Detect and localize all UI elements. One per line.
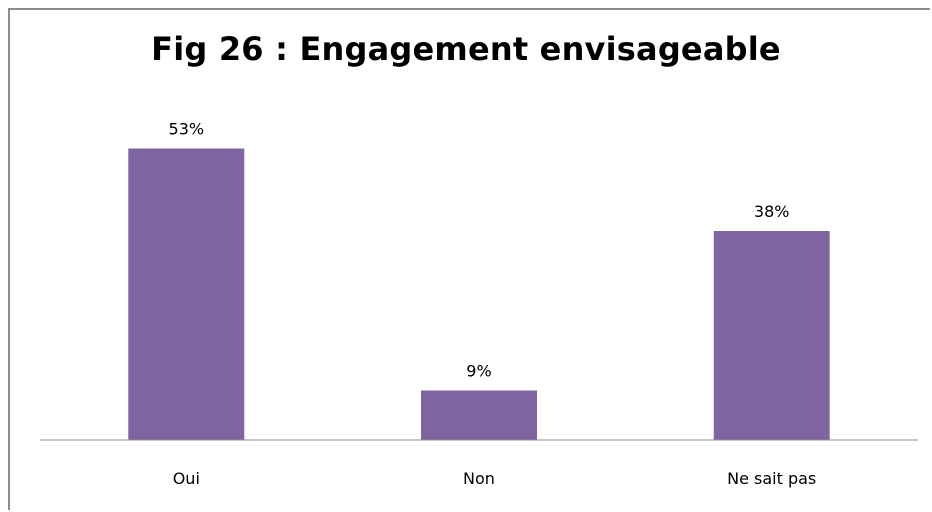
value-label-non: 9% [466,362,491,381]
value-label-ne-sait-pas: 38% [754,202,790,221]
category-labels-layer: Oui Non Ne sait pas [173,469,817,488]
category-label-ne-sait-pas: Ne sait pas [727,469,816,488]
bars-layer [128,148,830,440]
value-labels-layer: 53% 9% 38% [169,120,790,381]
bar-non [421,390,537,440]
category-label-oui: Oui [173,469,200,488]
bar-oui [128,148,245,440]
bar-ne-sait-pas [713,231,830,440]
chart-title: Fig 26 : Engagement envisageable [151,30,781,68]
category-label-non: Non [463,469,495,488]
value-label-oui: 53% [169,120,205,139]
